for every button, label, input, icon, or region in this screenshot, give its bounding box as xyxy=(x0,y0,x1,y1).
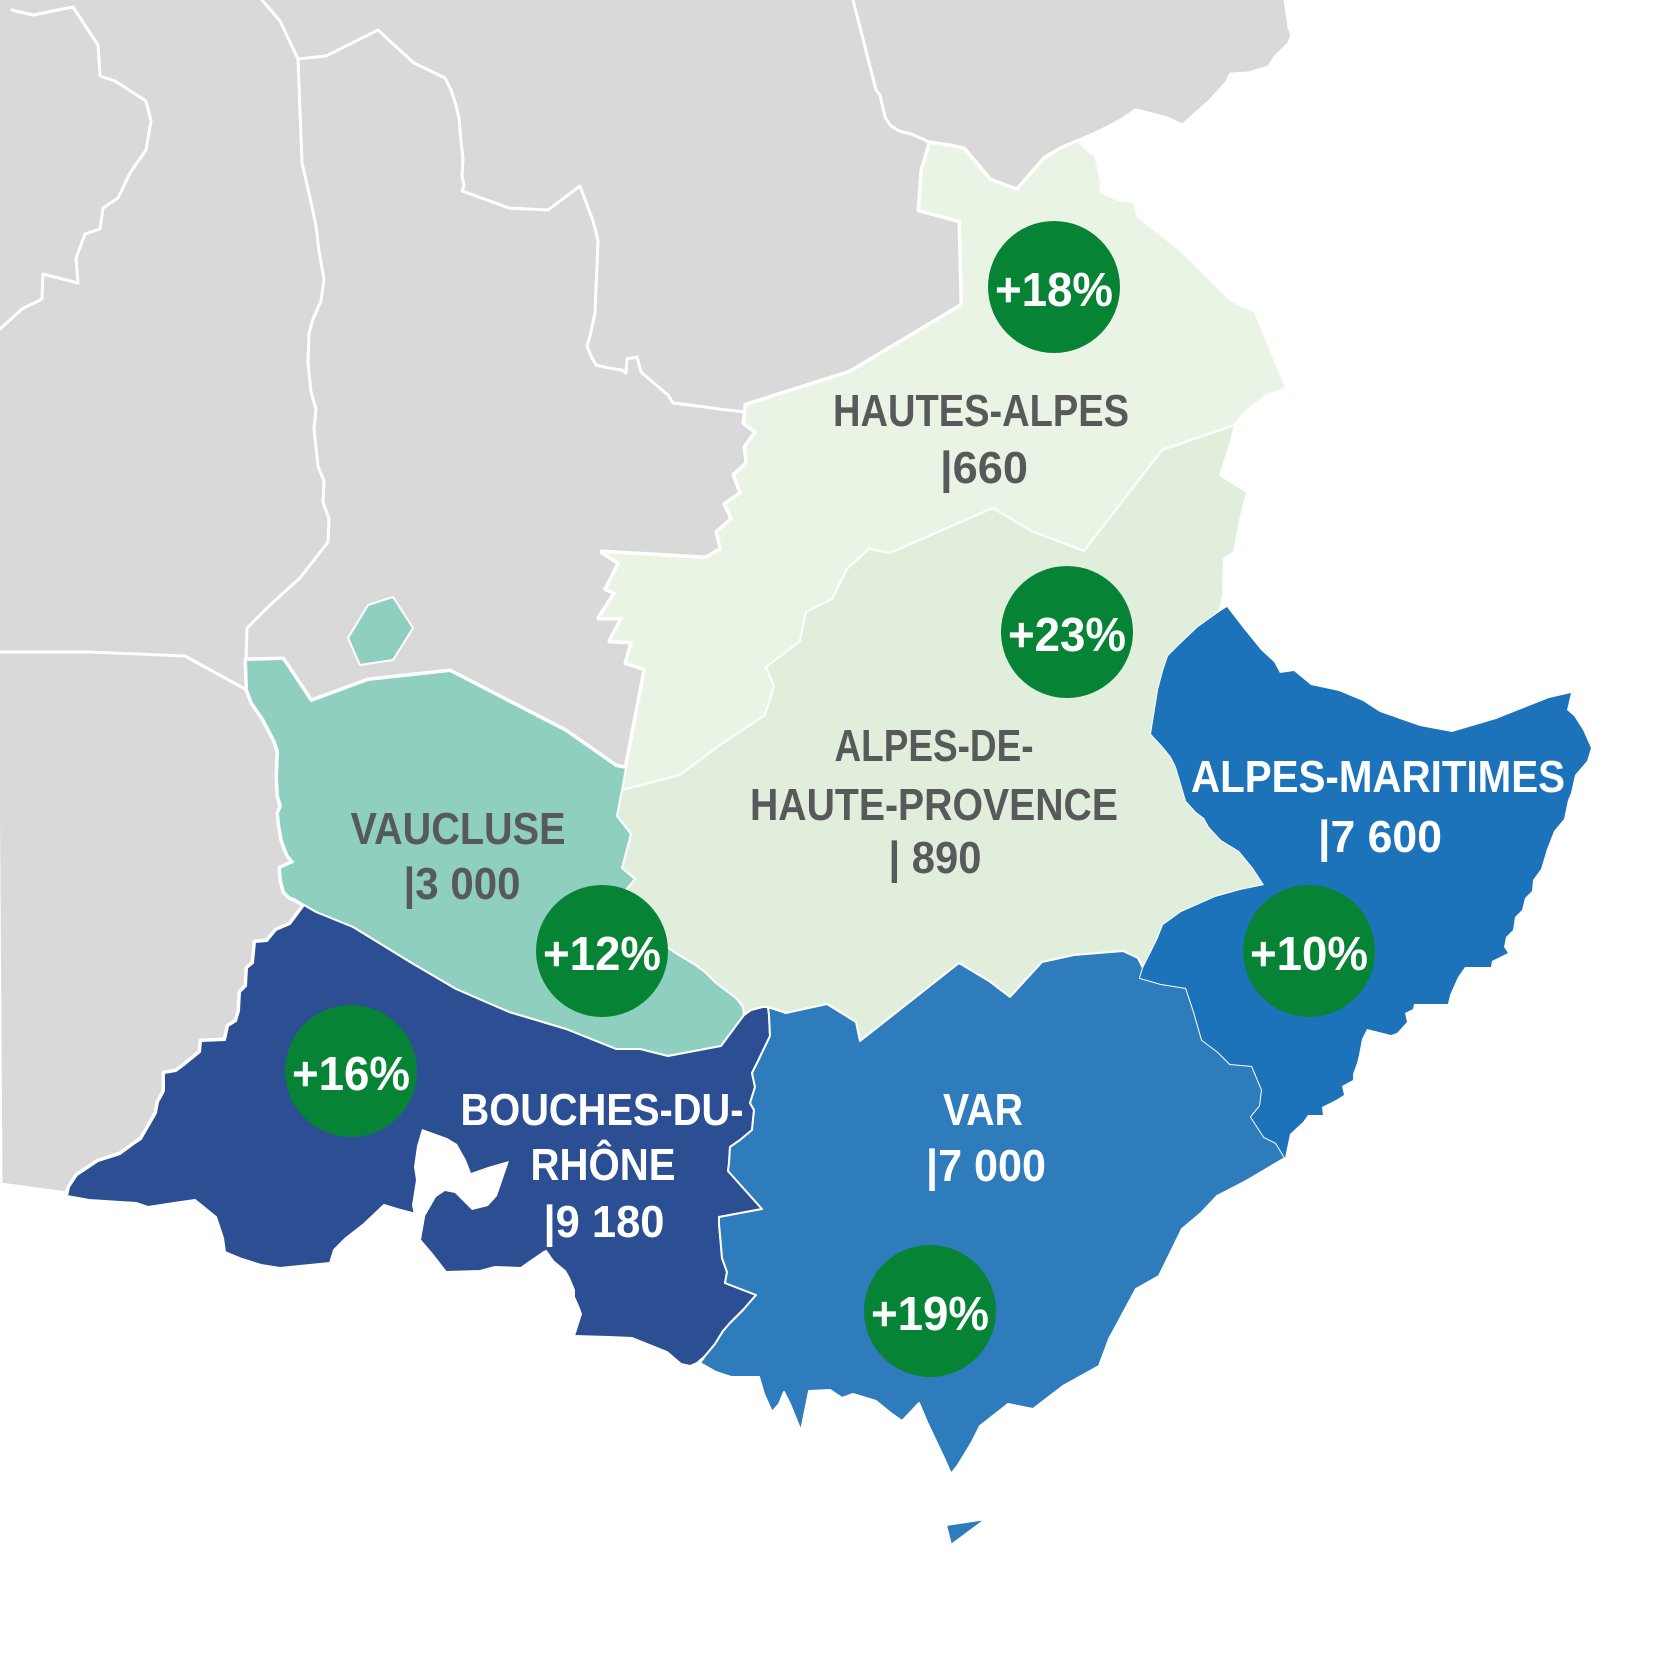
svg-text:+23%: +23% xyxy=(1008,609,1126,662)
svg-text:ALPES-DE-: ALPES-DE- xyxy=(835,720,1034,771)
svg-text:+12%: +12% xyxy=(543,928,661,981)
svg-text:+10%: +10% xyxy=(1250,928,1368,981)
svg-text:|3 000: |3 000 xyxy=(404,858,521,909)
svg-text:VAR: VAR xyxy=(943,1084,1023,1135)
svg-text:|9 180: |9 180 xyxy=(544,1196,665,1247)
svg-text:RHÔNE: RHÔNE xyxy=(531,1139,676,1190)
svg-text:BOUCHES-DU-: BOUCHES-DU- xyxy=(461,1084,744,1135)
svg-text:|660: |660 xyxy=(940,442,1028,493)
svg-text:HAUTE-PROVENCE: HAUTE-PROVENCE xyxy=(750,779,1118,830)
svg-text:+19%: +19% xyxy=(871,1288,989,1341)
svg-text:ALPES-MARITIMES: ALPES-MARITIMES xyxy=(1191,751,1565,802)
svg-text:| 890: | 890 xyxy=(889,832,982,883)
svg-text:|7 000: |7 000 xyxy=(926,1140,1046,1191)
svg-text:VAUCLUSE: VAUCLUSE xyxy=(351,803,566,854)
svg-text:HAUTES-ALPES: HAUTES-ALPES xyxy=(833,385,1129,436)
svg-text:+18%: +18% xyxy=(995,264,1113,317)
svg-text:|7 600: |7 600 xyxy=(1318,811,1442,862)
svg-text:+16%: +16% xyxy=(292,1048,410,1101)
